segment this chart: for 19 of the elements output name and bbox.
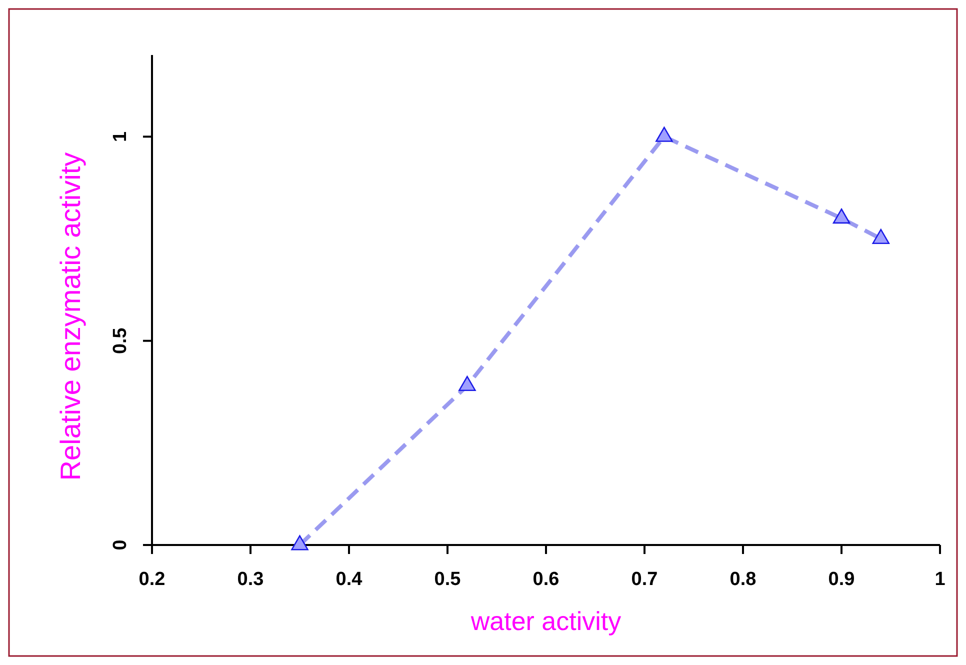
point (458, 376, 476, 391)
point (872, 228, 890, 244)
y-axis-title: Relative enzymatic activity (55, 152, 86, 481)
y-tick-label: 0.5 (110, 327, 131, 354)
point (291, 535, 308, 550)
x-tick-label: 0.9 (828, 569, 855, 590)
x-tick-label: 0.5 (434, 569, 462, 590)
x-tick-label: 0.4 (336, 569, 363, 590)
point (832, 208, 850, 224)
x-tick-label: 0.6 (532, 569, 560, 590)
x-tick-label: 0.3 (237, 569, 264, 590)
y-tick-label: 0 (110, 540, 131, 550)
point (656, 126, 673, 142)
x-tick-label: 1 (934, 569, 946, 590)
x-tick-label: 0.8 (730, 569, 756, 590)
x-tick-label: 0.7 (631, 569, 658, 590)
x-tick-label: 0.2 (138, 569, 166, 590)
x-axis-title: water activity (470, 606, 622, 636)
y-tick-label: 1 (110, 130, 131, 142)
